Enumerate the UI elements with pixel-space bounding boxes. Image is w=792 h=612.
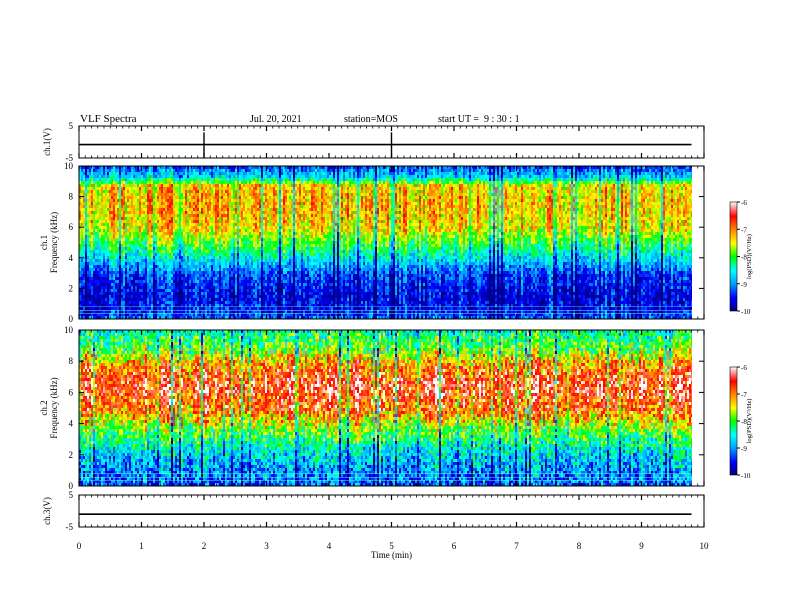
colorbar-tick-label: -7	[741, 226, 747, 234]
x-tick-label: 1	[139, 541, 144, 551]
panel-ch2-spectrogram: 0 2 4 6 8 10 -6 -7 -8 -9 -10 log(PSD)(V²/Hz)	[64, 325, 753, 491]
colorbar-tick-label: -8	[741, 418, 747, 426]
y-tick-label: 6	[69, 387, 74, 397]
spectrogram-image	[79, 330, 692, 486]
start-time-label: start UT = 9 : 30 : 1	[438, 114, 520, 125]
y-tick-label: 8	[69, 192, 74, 202]
x-tick-label: 2	[202, 541, 207, 551]
x-axis-label: Time (min)	[371, 550, 412, 560]
y-tick-label: -5	[66, 522, 74, 532]
colorbar: -6 -7 -8 -9 -10 log(PSD)(V²/Hz)	[729, 199, 753, 316]
y-tick-label: -5	[66, 153, 74, 163]
colorbar-gradient	[729, 201, 738, 312]
station-label: station=MOS	[344, 114, 398, 125]
x-tick-label: 5	[389, 541, 394, 551]
colorbar: -6 -7 -8 -9 -10 log(PSD)(V²/Hz)	[729, 364, 753, 480]
colorbar-label: log(PSD)(V²/Hz)	[746, 234, 753, 279]
colorbar-tick-label: -9	[741, 445, 747, 453]
colorbar-gradient	[729, 366, 738, 476]
colorbar-tick-label: -10	[741, 472, 751, 480]
panel-ch1-spectrogram: 0 2 4 6 8 10 -6 -7 -8 -9 -10 log(PSD)(V²/Hz)	[64, 161, 753, 324]
channel-label: ch.2	[39, 400, 49, 415]
y-tick-label: 8	[69, 356, 74, 366]
x-tick-label: 10	[700, 541, 710, 551]
channel-label: ch.1	[39, 235, 49, 250]
y-tick-label: 2	[69, 283, 74, 293]
colorbar-label: log(PSD)(V²/Hz)	[746, 399, 753, 444]
y-tick-label: 4	[69, 253, 74, 263]
panel-frame	[78, 494, 705, 528]
x-tick-label: 3	[264, 541, 269, 551]
x-tick-label: 0	[77, 541, 82, 551]
colorbar-tick-label: -8	[741, 254, 747, 262]
y-tick-label: 10	[64, 325, 74, 335]
colorbar-tick-label: -6	[741, 199, 747, 207]
panel-ch3-voltage: 5 -50 1 2 3 4 5 6 7 8 9 10 Time (min)	[66, 490, 710, 560]
colorbar-tick-label: -9	[741, 281, 747, 289]
x-tick-label: 6	[452, 541, 457, 551]
x-tick-label: 4	[327, 541, 332, 551]
y-tick-label: 2	[69, 450, 74, 460]
panel-ch1-voltage: 5 -5	[66, 121, 705, 163]
colorbar-tick-label: -6	[741, 364, 747, 372]
panel-frame	[78, 125, 705, 159]
y-tick-label: 0	[69, 481, 74, 491]
chart-title: VLF Spectra	[80, 113, 137, 125]
y-tick-label: 5	[69, 121, 74, 131]
x-tick-label: 8	[577, 541, 582, 551]
y-axis-label: ch.1(V)	[42, 128, 52, 156]
spectrogram-image	[79, 166, 692, 319]
y-axis-label: Frequency (kHz)	[49, 212, 59, 273]
y-tick-label: 10	[64, 161, 74, 171]
date-label: Jul. 20, 2021	[250, 114, 302, 125]
panel-frame	[78, 165, 705, 320]
panel-frame	[78, 329, 705, 487]
colorbar-tick-label: -10	[741, 308, 751, 316]
y-tick-label: 0	[69, 314, 74, 324]
y-tick-label: 6	[69, 222, 74, 232]
y-axis-label: ch.3(V)	[42, 497, 52, 525]
x-tick-label: 7	[514, 541, 519, 551]
y-tick-label: 4	[69, 419, 74, 429]
y-axis-label: Frequency (kHz)	[49, 377, 59, 438]
x-tick-label: 9	[639, 541, 644, 551]
y-tick-label: 5	[69, 490, 74, 500]
colorbar-tick-label: -7	[741, 391, 747, 399]
